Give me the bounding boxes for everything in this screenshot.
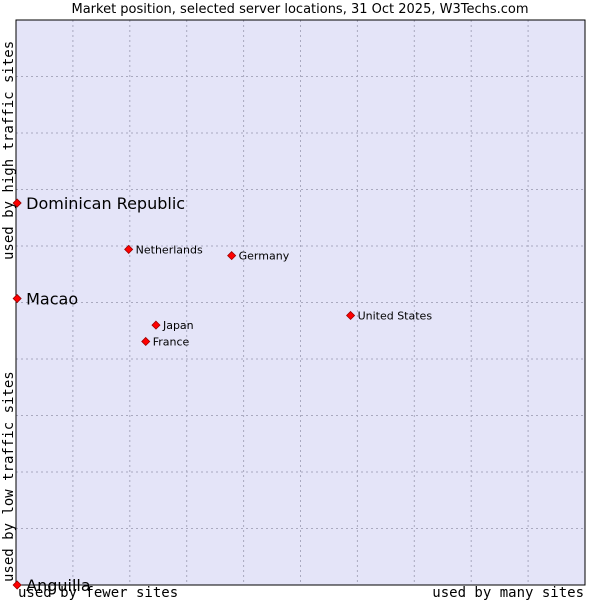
point-label-macao: Macao: [26, 290, 78, 309]
x-axis-label-low: used by fewer sites: [18, 585, 178, 600]
x-axis-label-high: used by many sites: [432, 585, 584, 600]
point-marker-anguilla[interactable]: [12, 580, 22, 590]
chart-title: Market position, selected server locatio…: [71, 2, 529, 17]
grid-lines: [16, 20, 585, 585]
point-marker-france[interactable]: [141, 336, 151, 347]
y-axis-label-high: used by high traffic sites: [1, 41, 17, 260]
point-marker-japan[interactable]: [151, 320, 161, 330]
point-label-france: France: [153, 335, 190, 348]
point-label-anguilla: Anguilla: [26, 576, 91, 595]
point-label-japan: Japan: [162, 319, 194, 332]
point-marker-germany[interactable]: [227, 251, 237, 261]
point-label-dominican-republic: Dominican Republic: [26, 194, 185, 213]
point-marker-macao[interactable]: [12, 293, 22, 304]
point-marker-dominican-republic[interactable]: [12, 198, 22, 208]
point-label-united-states: United States: [358, 309, 433, 322]
y-axis-label-low: used by low traffic sites: [1, 371, 17, 582]
point-marker-netherlands[interactable]: [124, 244, 134, 254]
plot-border: [15, 19, 586, 586]
point-marker-united-states[interactable]: [346, 310, 356, 321]
point-label-germany: Germany: [239, 250, 290, 263]
point-label-netherlands: Netherlands: [136, 243, 203, 256]
data-points: Dominican Republic Macao Anguilla Netherlan…: [12, 194, 433, 595]
